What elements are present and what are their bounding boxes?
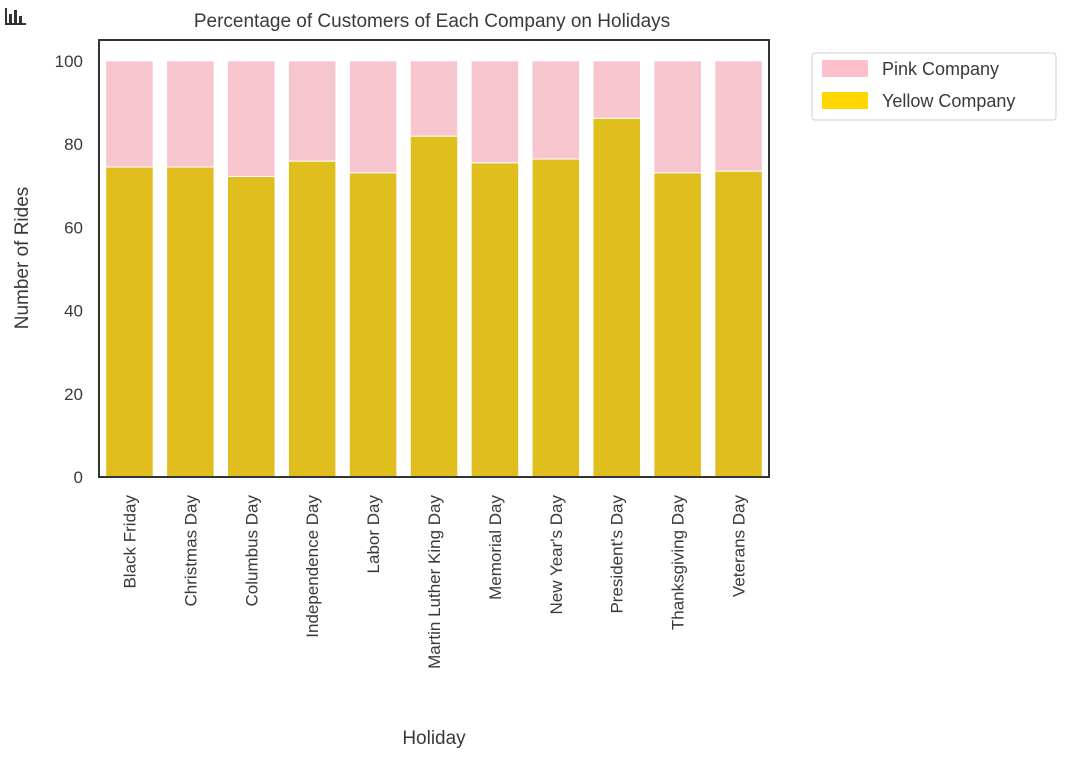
y-tick-label: 40 — [64, 302, 83, 321]
x-tick-label: New Year's Day — [547, 495, 566, 615]
bar-chart-icon[interactable] — [4, 6, 28, 26]
bar-yellow-company-7 — [531, 158, 581, 478]
legend-label-pink: Pink Company — [882, 59, 999, 79]
y-tick-label: 0 — [74, 468, 83, 487]
plot-area: 0 20 40 60 80 100 Black Friday Christmas Day Col… — [55, 39, 770, 669]
bar-pink-company-7 — [531, 60, 581, 160]
x-tick-label: President's Day — [608, 495, 627, 614]
bar-yellow-company-9 — [653, 172, 702, 478]
legend-frame — [811, 52, 1057, 121]
bar-pink-company-9 — [653, 60, 702, 174]
x-tick-label: Martin Luther King Day — [425, 495, 444, 669]
x-tick-label: Black Friday — [120, 495, 139, 589]
x-tick-label: Memorial Day — [486, 495, 505, 600]
x-axis-label: Holiday — [402, 728, 466, 749]
legend-swatch-pink — [822, 60, 868, 77]
bar-pink-company-10 — [714, 60, 763, 172]
legend-label-yellow: Yellow Company — [882, 91, 1015, 111]
bar-pink-company-6 — [470, 60, 520, 164]
bar-yellow-company-6 — [470, 162, 520, 478]
bar-yellow-company-3 — [287, 160, 337, 478]
bar-pink-company-1 — [166, 60, 215, 168]
x-tick-label: Columbus Day — [242, 495, 261, 607]
bar-yellow-company-10 — [714, 170, 763, 478]
x-tick-label: Christmas Day — [181, 495, 200, 607]
bar-pink-company-3 — [287, 60, 337, 162]
bar-yellow-company-0 — [105, 166, 154, 478]
bar-pink-company-4 — [348, 60, 398, 174]
bar-yellow-company-4 — [348, 172, 398, 478]
legend: Pink Company Yellow Company — [811, 52, 1057, 121]
bar-pink-company-0 — [105, 60, 154, 168]
y-axis-label: Number of Rides — [12, 187, 33, 330]
bar-yellow-company-1 — [166, 166, 215, 478]
bar-pink-company-5 — [409, 60, 459, 137]
y-tick-label: 20 — [64, 385, 83, 404]
bar-yellow-company-2 — [227, 176, 276, 478]
x-tick-label: Veterans Day — [730, 495, 749, 598]
plot-frame — [98, 39, 770, 478]
y-tick-label: 80 — [64, 135, 83, 154]
x-tick-label: Labor Day — [364, 495, 383, 574]
x-tick-label: Independence Day — [303, 495, 322, 638]
bar-yellow-company-8 — [592, 117, 641, 478]
bar-yellow-company-5 — [409, 135, 459, 478]
y-tick-label: 60 — [64, 218, 83, 237]
chart-title: Percentage of Customers of Each Company … — [194, 11, 670, 32]
bar-pink-company-2 — [227, 60, 276, 178]
y-tick-label: 100 — [55, 52, 83, 71]
bar-pink-company-8 — [592, 60, 641, 119]
legend-swatch-yellow — [822, 92, 868, 109]
x-tick-label: Thanksgiving Day — [669, 495, 688, 631]
